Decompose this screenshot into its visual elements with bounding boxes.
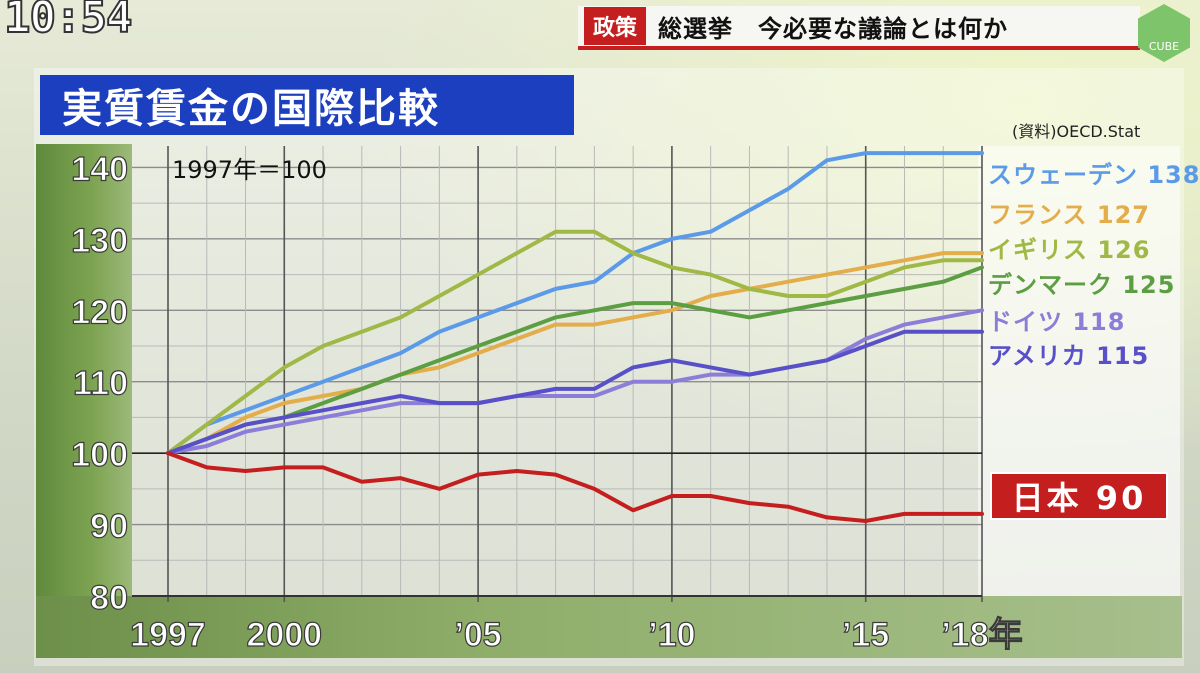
series-line-スウェーデン bbox=[166, 151, 984, 456]
y-tick-label: 140 bbox=[71, 150, 128, 188]
legend-label-フランス: フランス 127 bbox=[988, 201, 1150, 229]
topic-tag: 政策 bbox=[584, 7, 647, 45]
axes bbox=[132, 452, 982, 597]
topic-banner: 政策 総選挙 今必要な議論とは何か bbox=[578, 6, 1140, 50]
x-tick-label: ’10 bbox=[648, 616, 695, 654]
tick-labels: 80 90 100 110 120 130 140 1997 2000 ’05 ’10 ’15 ’18年 bbox=[71, 150, 1024, 655]
series-line-フランス bbox=[166, 251, 984, 456]
x-tick-label: ’18年 bbox=[941, 616, 1022, 654]
y-tick-label: 100 bbox=[71, 436, 128, 474]
series-line-イギリス bbox=[166, 229, 984, 456]
x-tick-label: 2000 bbox=[246, 616, 322, 654]
legend-label-アメリカ: アメリカ 115 bbox=[988, 342, 1150, 370]
legend-label-japan: 日本 90 bbox=[990, 472, 1168, 520]
x-tick-label: 1997 bbox=[130, 616, 206, 654]
series-line-デンマーク bbox=[166, 265, 984, 456]
chart-source: (資料)OECD.Stat bbox=[1012, 122, 1141, 141]
series-line-ドイツ bbox=[166, 308, 984, 456]
y-tick-label: 80 bbox=[90, 579, 128, 617]
grid bbox=[132, 146, 983, 602]
broadcast-clock: 10:54 bbox=[3, 0, 133, 44]
x-tick-label: ’15 bbox=[842, 616, 889, 654]
legend-label-スウェーデン: スウェーデン 138 bbox=[988, 161, 1200, 189]
series-line-日本 bbox=[166, 451, 984, 523]
y-tick-label: 90 bbox=[90, 508, 128, 546]
y-tick-label: 110 bbox=[73, 365, 128, 403]
legend-label-ドイツ: ドイツ 118 bbox=[988, 308, 1126, 336]
legend-label-デンマーク: デンマーク 125 bbox=[988, 271, 1176, 299]
legend-panel bbox=[978, 146, 1180, 596]
series-line-アメリカ bbox=[166, 329, 984, 456]
chart-title: 実質賃金の国際比較 bbox=[40, 75, 574, 135]
y-axis-band bbox=[36, 144, 132, 596]
y-tick-label: 130 bbox=[71, 222, 128, 260]
x-tick-label: ’05 bbox=[454, 616, 501, 654]
y-tick-label: 120 bbox=[71, 293, 128, 331]
series-lines bbox=[166, 151, 984, 523]
legend-label-イギリス: イギリス 126 bbox=[988, 236, 1151, 264]
index-note: 1997年＝100 bbox=[172, 156, 327, 184]
topic-text: 総選挙 今必要な議論とは何か bbox=[658, 14, 1009, 43]
x-axis-band bbox=[36, 596, 1182, 658]
